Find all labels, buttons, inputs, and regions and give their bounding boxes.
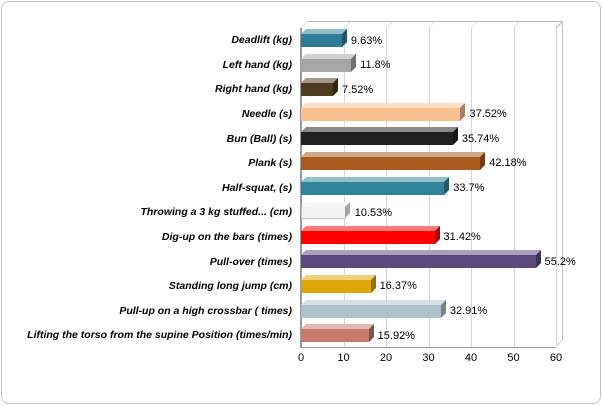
bar-end-face bbox=[341, 29, 347, 47]
bar-end-face bbox=[368, 324, 374, 343]
data-label: 16.37% bbox=[379, 280, 417, 293]
category-label: Pull-up on a high crossbar ( times) bbox=[119, 304, 292, 317]
bar-end-face bbox=[444, 176, 450, 195]
bar-row: 42.18% bbox=[301, 151, 556, 176]
category-label: Half-squat, (s) bbox=[221, 181, 292, 194]
category-label: Throwing a 3 kg stuffed... (cm) bbox=[140, 206, 293, 219]
wall-right bbox=[556, 21, 563, 347]
bar-chart: Deadlift (kg) Left hand (kg) Right hand (k… bbox=[8, 21, 600, 364]
bar-top-face bbox=[301, 151, 486, 157]
data-label: 42.18% bbox=[489, 157, 527, 170]
x-tick-label: 0 bbox=[297, 351, 305, 364]
bar-top-face bbox=[301, 53, 357, 59]
bar-row: 11.8% bbox=[301, 53, 556, 78]
bar-top-face bbox=[301, 127, 458, 133]
x-tick-label: 10 bbox=[337, 351, 350, 364]
category-label: Pull-over (times) bbox=[209, 255, 292, 268]
bar-row: 32.91% bbox=[301, 299, 556, 324]
data-label: 7.52% bbox=[341, 83, 374, 96]
bar-row: 9.63% bbox=[301, 28, 556, 53]
bar bbox=[301, 250, 541, 269]
category-label: Needle (s) bbox=[241, 108, 292, 121]
category-label: Left hand (kg) bbox=[222, 58, 292, 71]
bar-top-face bbox=[301, 299, 446, 305]
bar-end-face bbox=[535, 250, 541, 269]
bar bbox=[301, 225, 440, 244]
bar-top-face bbox=[302, 202, 350, 208]
category-label: Right hand (kg) bbox=[215, 83, 292, 96]
bar bbox=[301, 29, 347, 47]
bar-end-face bbox=[480, 151, 486, 170]
bar bbox=[301, 78, 338, 97]
bar-top-face bbox=[301, 176, 450, 182]
bar-row: 35.74% bbox=[301, 126, 556, 151]
bar-row: 31.42% bbox=[301, 225, 556, 250]
bar-row: 37.52% bbox=[301, 102, 556, 127]
bar-end-face bbox=[344, 202, 350, 219]
category-label: Bun (Ball) (s) bbox=[226, 132, 292, 145]
category-label: Deadlift (kg) bbox=[231, 34, 292, 47]
x-tick-label: 40 bbox=[464, 351, 478, 364]
bar bbox=[301, 102, 466, 121]
gridline bbox=[513, 28, 515, 347]
category-axis: Deadlift (kg) Left hand (kg) Right hand (k… bbox=[8, 28, 300, 348]
x-tick-label: 20 bbox=[379, 351, 393, 364]
category-label: Lifting the torso from the supine Positi… bbox=[27, 329, 292, 342]
bar-end-face bbox=[452, 127, 458, 146]
gridline bbox=[556, 28, 557, 347]
bar bbox=[301, 324, 374, 343]
x-tick-label: 60 bbox=[549, 351, 563, 364]
bar bbox=[301, 274, 376, 293]
bar bbox=[301, 151, 486, 170]
data-label: 37.52% bbox=[469, 108, 507, 121]
bar-top-face bbox=[301, 274, 376, 280]
bar-top-face bbox=[301, 250, 541, 256]
bar-row: 15.92% bbox=[301, 323, 556, 348]
bar-top-face bbox=[301, 29, 347, 34]
gridline bbox=[471, 28, 472, 347]
bar-row: 7.52% bbox=[301, 77, 556, 102]
wall-top bbox=[301, 21, 563, 28]
bar bbox=[301, 176, 450, 195]
bar-end-face bbox=[332, 78, 338, 97]
data-label: 55.2% bbox=[544, 255, 576, 268]
data-label: 11.8% bbox=[360, 59, 391, 72]
bar bbox=[301, 202, 350, 220]
value-axis: 0 10 20 30 40 50 60 bbox=[297, 347, 562, 367]
bar-row: 33.7% bbox=[301, 176, 556, 201]
bar-end-face bbox=[351, 53, 357, 72]
bar-top-face bbox=[301, 102, 466, 108]
data-label: 15.92% bbox=[377, 329, 415, 342]
data-label: 31.42% bbox=[443, 231, 481, 244]
data-label: 32.91% bbox=[449, 305, 488, 318]
category-label: Dig-up on the bars (times) bbox=[161, 231, 292, 244]
category-label: Plank (s) bbox=[248, 157, 292, 170]
data-label: 35.74% bbox=[461, 132, 500, 145]
data-label: 33.7% bbox=[453, 182, 485, 195]
data-label: 9.63% bbox=[350, 34, 383, 47]
bar-row: 16.37% bbox=[301, 274, 556, 299]
bar-row: 10.53% bbox=[301, 200, 556, 225]
category-label: Standing long jump (cm) bbox=[168, 280, 292, 293]
bar bbox=[301, 53, 357, 72]
bar-top-face bbox=[301, 324, 374, 330]
bar-row: 55.2% bbox=[301, 249, 576, 274]
data-label: 10.53% bbox=[354, 206, 393, 219]
bar bbox=[301, 127, 458, 146]
x-tick-label: 50 bbox=[507, 351, 520, 364]
x-tick-label: 30 bbox=[422, 351, 435, 364]
bar-end-face bbox=[460, 102, 466, 121]
bar-top-face bbox=[301, 225, 440, 231]
plot-area: 9.63% 11.8% 7.52% 37.52% 35.74% 42.18% 33.7% 10… bbox=[298, 21, 576, 364]
bars: 9.63% 11.8% 7.52% 37.52% 35.74% 42.18% 33.7% 10… bbox=[301, 28, 576, 348]
bar bbox=[301, 299, 446, 318]
